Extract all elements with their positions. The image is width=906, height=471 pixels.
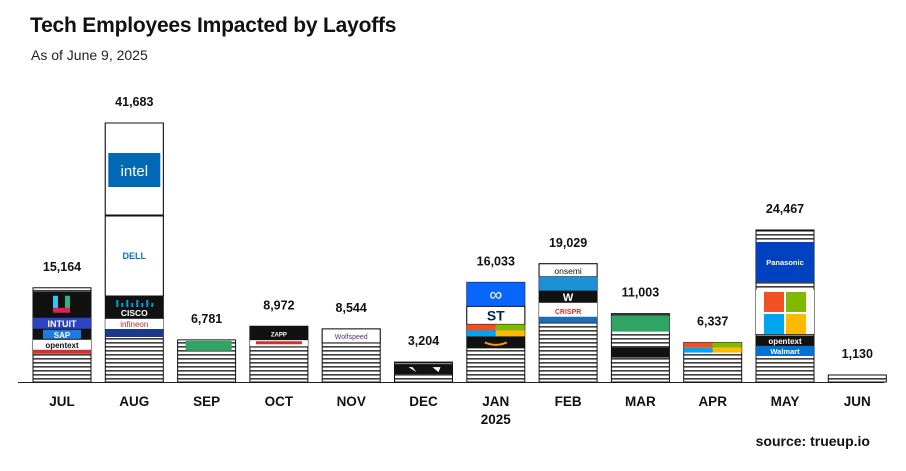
bar-company-logos: Wolfspeed xyxy=(321,328,381,344)
svg-text:Panasonic: Panasonic xyxy=(766,258,804,267)
data-label: 6,781 xyxy=(191,312,222,326)
x-tick-sublabel: 2025 xyxy=(481,412,512,427)
chart-subtitle: As of June 9, 2025 xyxy=(31,47,148,63)
bar-aug: intel DELL CISCO infineon xyxy=(104,122,164,383)
svg-text:infineon: infineon xyxy=(120,320,148,329)
data-label: 8,972 xyxy=(263,298,294,312)
x-tick-label: JUL xyxy=(49,394,75,409)
svg-text:Wolfspeed: Wolfspeed xyxy=(335,334,368,341)
svg-text:ZAPP: ZAPP xyxy=(271,332,287,338)
svg-text:CISCO: CISCO xyxy=(121,308,148,318)
chart-title: Tech Employees Impacted by Layoffs xyxy=(30,14,397,37)
x-tick-label: DEC xyxy=(409,394,438,409)
x-tick-label: SEP xyxy=(193,394,220,409)
x-tick-label: APR xyxy=(698,394,727,409)
x-tick-label: JAN xyxy=(482,394,509,409)
bar-company-logos: intel DELL CISCO infineon xyxy=(104,122,164,337)
bar-nov: Wolfspeed xyxy=(321,328,381,383)
svg-text:opentext: opentext xyxy=(768,337,802,346)
data-label: 8,544 xyxy=(336,301,367,315)
svg-text:onsemi: onsemi xyxy=(554,266,582,276)
bar-company-logos: ZAPP xyxy=(249,326,308,347)
data-label: 24,467 xyxy=(766,202,804,216)
x-tick-label: NOV xyxy=(337,394,366,409)
x-tick-label: FEB xyxy=(555,394,582,409)
data-label: 41,683 xyxy=(115,95,153,109)
svg-text:SAP: SAP xyxy=(54,331,71,340)
data-label: 1,130 xyxy=(842,347,873,361)
svg-text:ST: ST xyxy=(487,307,505,323)
data-label: 16,033 xyxy=(477,254,515,268)
bar-dec xyxy=(394,361,453,383)
bar-sep xyxy=(177,339,237,383)
bar xyxy=(827,374,887,383)
x-tick-label: JUN xyxy=(844,394,871,409)
bar-oct: ZAPP xyxy=(249,325,309,383)
bar-company-logos xyxy=(683,342,742,353)
bar-apr xyxy=(683,342,743,383)
bar-mar xyxy=(610,313,670,383)
bar-company-logos: ∞ ST xyxy=(466,282,526,349)
bar-feb: onsemi W CRISPR xyxy=(538,263,598,383)
svg-text:INTUIT: INTUIT xyxy=(48,319,77,329)
source-note: source: trueup.io xyxy=(755,433,870,449)
bar-company-logos: onsemi W CRISPR xyxy=(538,263,598,323)
data-label: 15,164 xyxy=(43,260,81,274)
bar-company-logos xyxy=(611,315,670,358)
svg-text:∞: ∞ xyxy=(489,284,502,304)
data-label: 19,029 xyxy=(549,236,587,250)
svg-text:CRISPR: CRISPR xyxy=(555,309,581,316)
bar-jan: ∞ ST xyxy=(466,281,526,383)
x-tick-label: MAY xyxy=(771,394,800,409)
data-label: 11,003 xyxy=(622,286,660,300)
x-tick-label: OCT xyxy=(265,394,294,409)
data-label: 6,337 xyxy=(697,315,728,329)
svg-text:Walmart: Walmart xyxy=(770,347,800,356)
svg-text:W: W xyxy=(563,292,574,304)
x-tick-label: MAR xyxy=(625,394,656,409)
svg-text:intel: intel xyxy=(121,163,149,180)
bar-company-logos xyxy=(394,364,453,375)
bar-jun xyxy=(827,374,887,383)
svg-text:opentext: opentext xyxy=(45,341,79,350)
x-tick-label: AUG xyxy=(119,394,149,409)
svg-text:DELL: DELL xyxy=(123,251,147,261)
data-label: 3,204 xyxy=(408,334,439,348)
bar-company-logos xyxy=(185,340,232,351)
